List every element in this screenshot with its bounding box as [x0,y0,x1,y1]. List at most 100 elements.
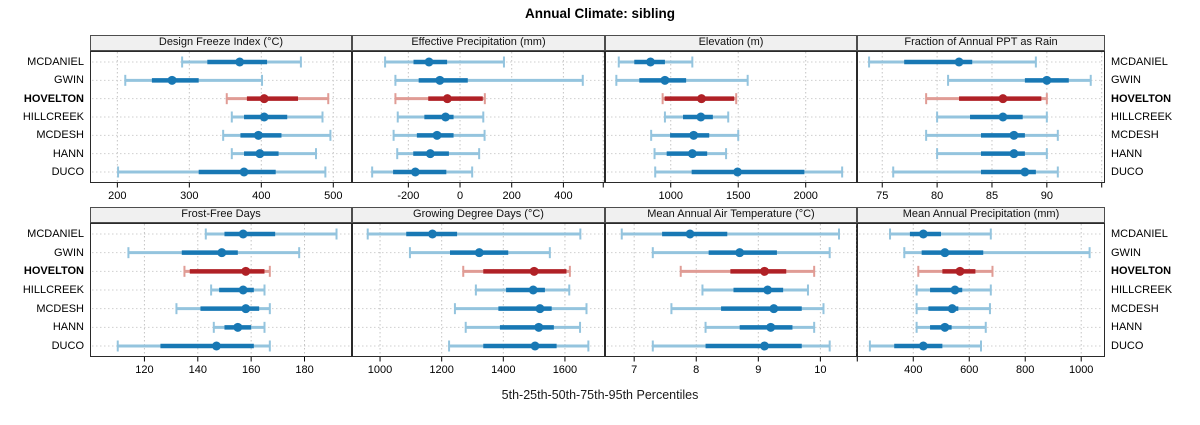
median-dot [1042,75,1052,85]
site-label-left-mcdesh: MCDESH [36,129,84,142]
axis-tick-label: 300 [180,190,198,202]
percentile-row-hillcreek [230,111,324,123]
median-dot [955,266,965,276]
median-dot [241,266,251,276]
panel-border [857,223,1105,357]
median-dot [217,248,227,258]
percentile-row-duco [868,340,982,352]
panel-growing-degree-days: 1000 1200 1400 1600 [352,223,605,376]
median-dot [685,229,695,239]
panel-border [605,223,857,357]
axis-tick-label: -200 [397,190,419,202]
percentile-row-duco [116,340,271,352]
site-label-left-duco: DUCO [51,166,84,178]
percentile-row-hillcreek [915,284,992,296]
site-label-right-mcdesh: MCDESH [1111,129,1159,142]
percentile-row-mcdaniel [204,228,338,240]
axis-tick-label: 9 [755,364,761,376]
percentile-row-hillcreek [936,111,1048,123]
median-dot [763,285,773,295]
site-label-left-mcdaniel: MCDANIEL [27,56,84,68]
percentile-row-gwin [947,74,1092,86]
median-dot [733,167,743,177]
percentile-row-mcdesh [175,303,271,315]
percentile-row-hann [396,148,481,160]
percentile-row-hann [230,148,318,160]
site-label-right-hillcreek: HILLCREEK [1111,284,1173,296]
median-dot [534,322,544,332]
percentile-row-gwin [615,74,749,86]
percentile-row-mcdesh [915,303,991,315]
site-label-right-mcdaniel: MCDANIEL [1111,228,1168,240]
site-label-right-hillcreek: HILLCREEK [1111,111,1173,123]
median-dot [947,304,957,314]
site-label-right-hovelton: HOVELTON [1111,92,1172,105]
panel-border [352,223,605,357]
axis-tick-label: 200 [108,190,126,202]
site-label-right-duco: DUCO [1111,340,1144,352]
panel-frost-free-days: 120 140 160 180 [90,223,352,376]
median-dot [1009,149,1019,159]
site-label-left-hann: HANN [52,321,84,334]
percentile-row-gwin [127,247,301,259]
site-label-left-hillcreek: HILLCREEK [22,111,84,123]
percentile-row-mcdaniel [620,228,840,240]
percentile-row-hann [653,148,728,160]
percentile-row-hillcreek [396,111,485,123]
percentile-row-duco [651,340,831,352]
percentile-row-gwin [394,74,584,86]
percentile-row-mcdaniel [366,228,582,240]
median-dot [954,57,964,67]
percentile-row-mcdesh [670,303,825,315]
percentile-row-mcdesh [453,303,588,315]
site-label-left-gwin: GWIN [54,74,84,87]
panel-border [90,223,352,357]
panel-design-freeze-index: 200 300 400 500 [90,51,352,202]
percentile-row-hillcreek [474,284,571,296]
median-dot [660,75,670,85]
site-label-right-hovelton: HOVELTON [1111,265,1172,278]
median-dot [529,266,539,276]
median-dot [760,341,770,351]
percentile-row-hann [915,321,987,333]
median-dot [689,130,699,140]
median-dot [950,285,960,295]
median-dot [528,285,538,295]
axis-caption: 5th-25th-50th-75th-95th Percentiles [501,388,699,402]
axis-tick-label: 1200 [429,364,453,376]
median-dot [410,167,420,177]
percentile-row-mcdaniel [868,56,1037,68]
site-label-right-mcdesh: MCDESH [1111,302,1159,315]
median-dot [435,75,445,85]
axis-tick-label: 600 [960,364,978,376]
median-dot [645,57,655,67]
axis-tick-label: 75 [876,190,888,202]
panel-fraction-annual-ppt-as-rain: 75 80 85 90 [857,51,1105,202]
median-dot [211,341,221,351]
percentile-row-hillcreek [210,284,266,296]
site-label-right-mcdaniel: MCDANIEL [1111,56,1168,68]
axis-tick-label: 400 [252,190,270,202]
site-label-right-gwin: GWIN [1111,246,1141,259]
median-dot [697,94,707,104]
percentile-row-gwin [408,247,551,259]
axis-tick-label: 200 [503,190,521,202]
panel-elevation: 1000 1500 2000 [602,51,857,202]
axis-tick-label: 400 [554,190,572,202]
panel-border [857,51,1105,183]
axis-tick-label: 160 [242,364,260,376]
axis-tick-label: 1500 [726,190,750,202]
median-dot [998,112,1008,122]
median-dot [918,341,928,351]
axis-tick-label: 2000 [793,190,817,202]
panel-strip-design-freeze-index: Design Freeze Index (°C) [90,35,352,51]
median-dot [167,75,177,85]
axis-tick-label: 7 [631,364,637,376]
site-label-left-hillcreek: HILLCREEK [22,284,84,296]
median-dot [235,57,245,67]
percentile-row-hovelton [917,265,994,277]
percentile-row-hann [212,321,266,333]
axis-tick-label: 1000 [658,190,682,202]
median-dot [766,322,776,332]
